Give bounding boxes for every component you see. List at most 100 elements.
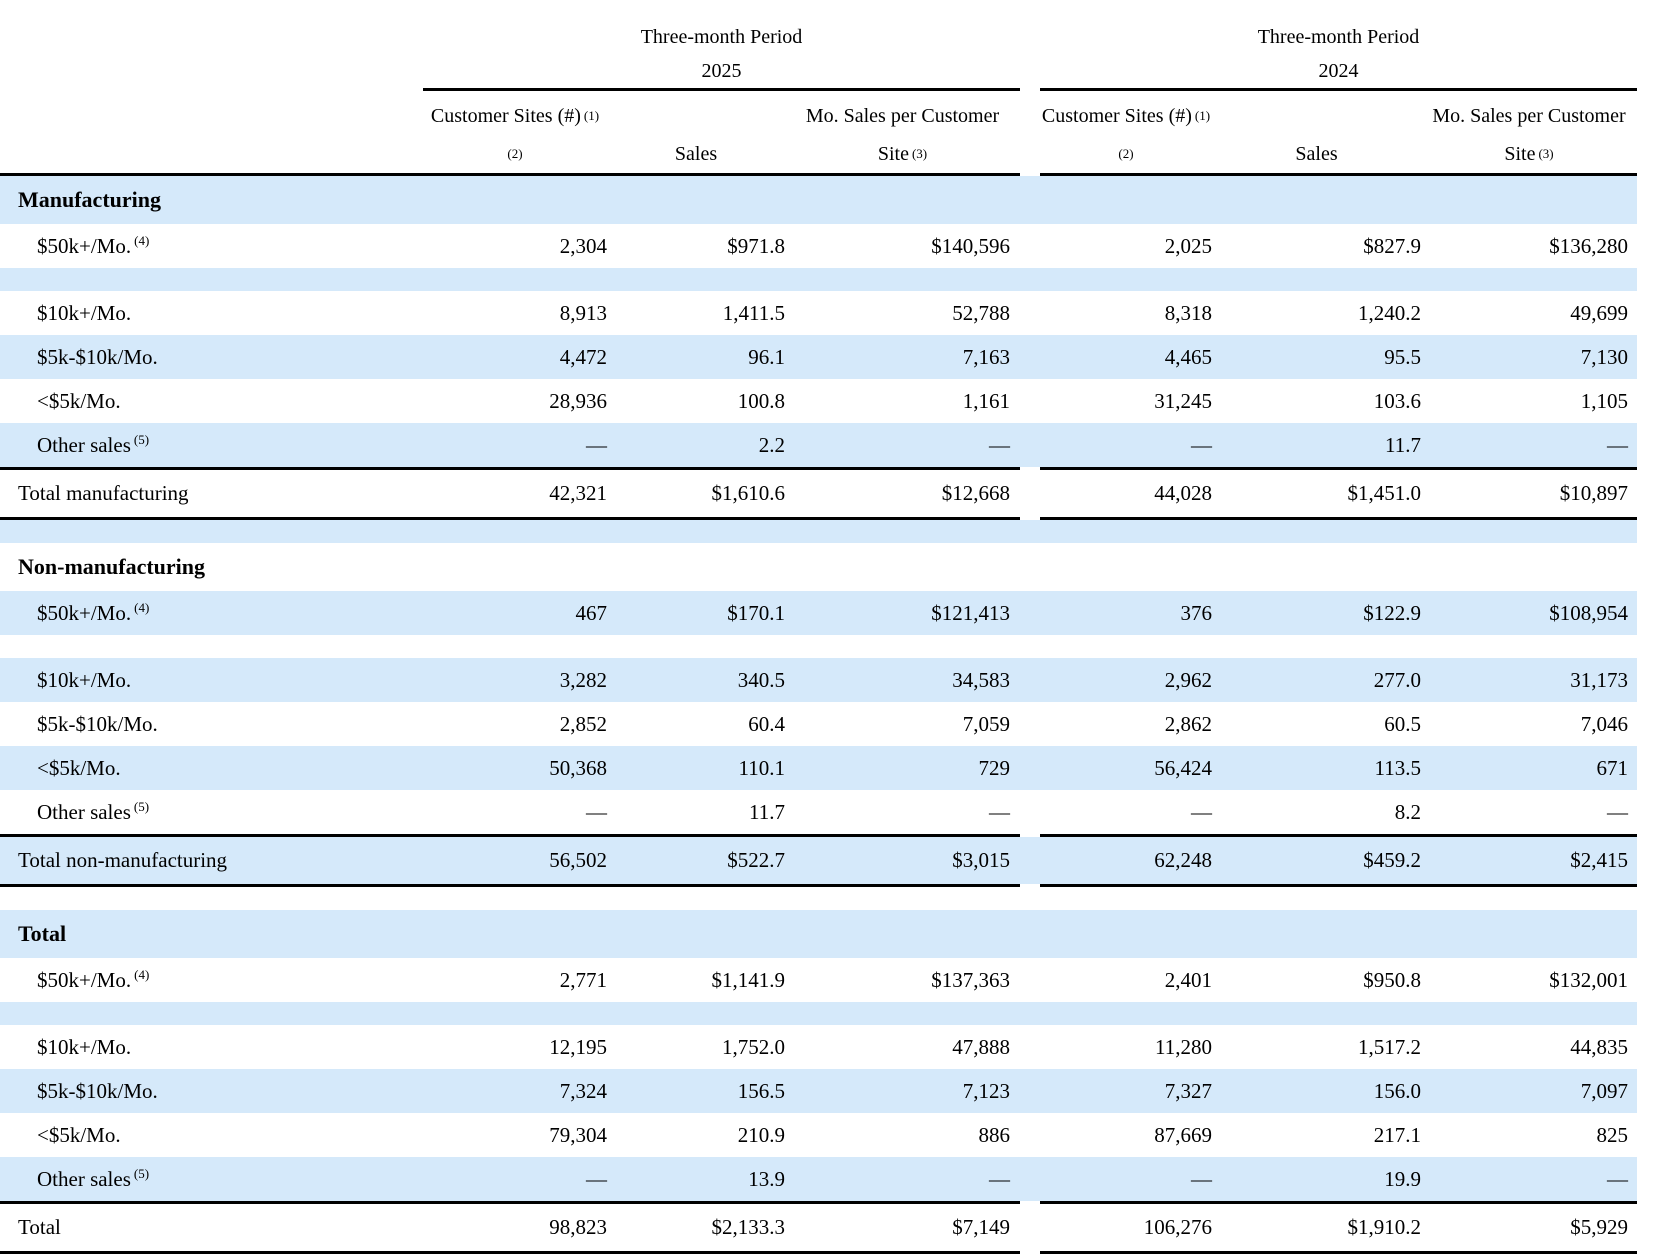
col-header-sites-2025: Customer Sites (#) (1) (2) — [423, 97, 607, 173]
data-row: <$5k/Mo. 28,936 100.8 1,161 31,245 103.6… — [0, 379, 1637, 423]
cell-2025-sales: $1,141.9 — [711, 967, 786, 992]
col-header-sites-text: Customer Sites (#) — [1041, 104, 1192, 127]
data-row: $50k+/Mo. (4) 2,304 $971.8 $140,596 2,025… — [0, 224, 1637, 268]
cell-2025-sales: $170.1 — [727, 600, 785, 625]
col-header-mosales-text: Mo. Sales per Customer — [1432, 104, 1626, 127]
cell-2025-sites: 2,304 — [559, 233, 607, 258]
row-label: $5k-$10k/Mo. — [37, 344, 158, 369]
total-top-rule — [0, 834, 1662, 837]
cell-2024-mosales: $2,415 — [1570, 848, 1628, 872]
cell-2025-sites: 467 — [575, 600, 608, 625]
row-label: $5k-$10k/Mo. — [37, 1078, 158, 1103]
cell-2025-sites: 12,195 — [549, 1034, 607, 1059]
cell-2024-sales: $459.2 — [1363, 848, 1421, 872]
year-underline-rule — [0, 88, 1662, 91]
col-header-site-text: Site — [877, 142, 909, 165]
cell-2024-sites: 2,401 — [1164, 967, 1212, 992]
cell-2024-sales: 1,240.2 — [1358, 300, 1421, 325]
cell-2025-sites: — — [586, 432, 607, 457]
row-label: Other sales (5) — [37, 1165, 150, 1191]
cell-2025-mosales: 7,163 — [962, 344, 1010, 369]
total-row: Total non-manufacturing 56,502 $522.7 $3… — [0, 837, 1637, 884]
footnote-ref-4: (4) — [134, 966, 150, 982]
cell-2025-mosales: $12,668 — [941, 481, 1010, 505]
footnote-ref-2: (2) — [1118, 146, 1134, 161]
cell-2025-sales: 156.5 — [737, 1078, 785, 1103]
cell-2024-sites: 56,424 — [1154, 755, 1212, 780]
cell-2024-mosales: 7,097 — [1580, 1078, 1628, 1103]
cell-2025-sites: 79,304 — [549, 1122, 607, 1147]
data-row: Other sales (5) — 2.2 — — 11.7 — — [0, 423, 1637, 467]
cell-2025-mosales: $137,363 — [931, 967, 1010, 992]
row-label: <$5k/Mo. — [37, 755, 121, 780]
row-label: Total — [18, 1215, 61, 1239]
cell-2025-sales: $971.8 — [727, 233, 785, 258]
cell-2025-sales: 11.7 — [749, 799, 785, 824]
section-title: Manufacturing — [18, 187, 161, 212]
cell-2025-mosales: 47,888 — [952, 1034, 1010, 1059]
row-label: $10k+/Mo. — [37, 1034, 132, 1059]
cell-2024-sites: 2,025 — [1164, 233, 1212, 258]
table-bottom-rule — [0, 1251, 1662, 1254]
cell-2025-sales: 13.9 — [748, 1166, 785, 1191]
cell-2024-sales: 11.7 — [1385, 432, 1421, 457]
cell-2024-sites: 4,465 — [1164, 344, 1212, 369]
section-title: Non-manufacturing — [18, 554, 206, 579]
cell-2025-sites: 8,913 — [559, 300, 607, 325]
cell-2024-sales: $950.8 — [1363, 967, 1421, 992]
footnote-ref-5: (5) — [133, 1165, 150, 1181]
period-title-2025: Three-month Period — [640, 25, 803, 48]
row-label: Other sales (5) — [37, 431, 150, 457]
cell-2024-sites: 87,669 — [1154, 1122, 1212, 1147]
cell-2025-sites: 56,502 — [549, 848, 607, 872]
row-label: Total non-manufacturing — [18, 848, 228, 872]
cell-2024-sales: $827.9 — [1363, 233, 1421, 258]
cell-2024-sites: 44,028 — [1154, 481, 1212, 505]
col-header-mosales-text: Mo. Sales per Customer — [805, 104, 1000, 127]
cell-2024-sites: 7,327 — [1164, 1078, 1212, 1103]
cell-2024-sites: 2,862 — [1164, 711, 1212, 736]
row-label: $5k-$10k/Mo. — [37, 711, 158, 736]
column-gap — [1020, 97, 1040, 173]
data-row: $50k+/Mo. (4) 467 $170.1 $121,413 376 $12… — [0, 591, 1637, 635]
cell-2024-mosales: $108,954 — [1549, 600, 1628, 625]
cell-2025-sites: 42,321 — [549, 481, 607, 505]
footnote-ref-5: (5) — [133, 431, 150, 447]
cell-2024-sites: — — [1191, 799, 1212, 824]
cell-2025-sales: 1,411.5 — [722, 300, 785, 325]
cell-2025-mosales: — — [989, 1166, 1010, 1191]
cell-2024-sales: 113.5 — [1374, 755, 1421, 780]
period-header-row: Three-month Period Three-month Period — [0, 20, 1662, 54]
col-header-sites-2024: Customer Sites (#) (1) (2) — [1040, 97, 1212, 173]
cell-2025-sales: 60.4 — [748, 711, 785, 736]
cell-2024-mosales: $5,929 — [1570, 1215, 1628, 1239]
column-header-row: Customer Sites (#) (1) (2) Sales Mo. Sale… — [0, 91, 1662, 173]
spacer-row — [0, 887, 1637, 910]
cell-2025-sites: 3,282 — [559, 667, 607, 692]
cell-2024-sales: $122.9 — [1363, 600, 1421, 625]
cell-2024-mosales: $10,897 — [1559, 481, 1628, 505]
col-header-site-text: Site — [1504, 142, 1536, 165]
cell-2024-mosales: 31,173 — [1570, 667, 1628, 692]
spacer-row — [0, 1002, 1637, 1025]
cell-2024-sites: 106,276 — [1143, 1215, 1212, 1239]
cell-2024-sites: — — [1191, 432, 1212, 457]
spacer-row — [0, 520, 1637, 543]
row-label: <$5k/Mo. — [37, 1122, 121, 1147]
cell-2025-mosales: — — [989, 432, 1010, 457]
cell-2024-mosales: $132,001 — [1549, 967, 1628, 992]
cell-2025-sales: $1,610.6 — [711, 481, 786, 505]
data-row: <$5k/Mo. 79,304 210.9 886 87,669 217.1 8… — [0, 1113, 1637, 1157]
cell-2025-sites: 28,936 — [549, 388, 607, 413]
cell-2025-sales: 110.1 — [738, 755, 785, 780]
cell-2024-sites: 62,248 — [1154, 848, 1212, 872]
row-label: $10k+/Mo. — [37, 667, 132, 692]
cell-2025-mosales: 7,059 — [962, 711, 1010, 736]
footnote-ref-5: (5) — [133, 798, 150, 814]
cell-2025-sales: 210.9 — [737, 1122, 785, 1147]
cell-2024-mosales: — — [1607, 799, 1628, 824]
cell-2025-sales: 1,752.0 — [722, 1034, 785, 1059]
col-header-sites-text: Customer Sites (#) — [430, 104, 581, 127]
cell-2024-mosales: 7,046 — [1580, 711, 1628, 736]
